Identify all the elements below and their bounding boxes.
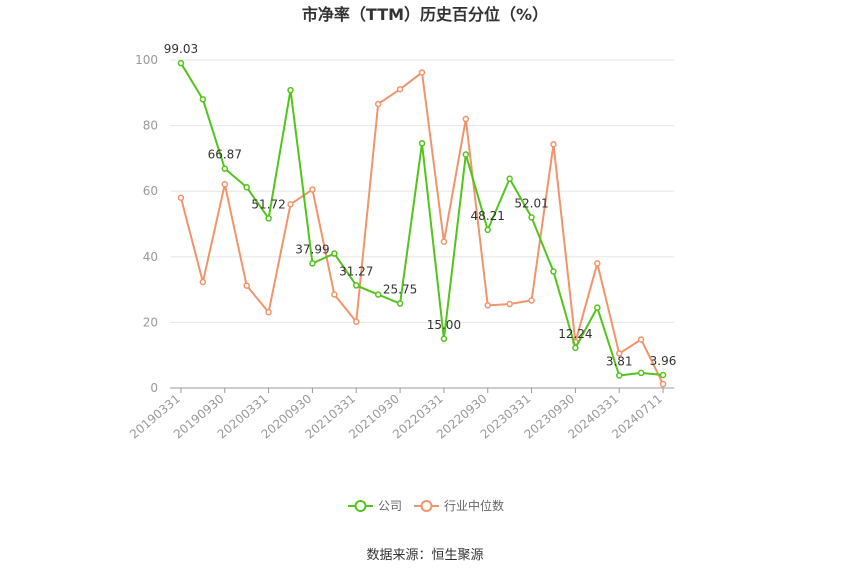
data-point — [265, 308, 272, 316]
data-point — [572, 344, 579, 352]
data-point — [309, 186, 316, 193]
data-point — [265, 215, 272, 222]
data-point — [221, 181, 229, 188]
y-tick-label: 0 — [150, 381, 158, 395]
chart-title: 市净率（TTM）历史百分位（%） — [302, 5, 548, 24]
y-tick-label: 60 — [143, 184, 158, 198]
data-label: 3.81 — [606, 355, 633, 369]
data-point — [462, 115, 470, 123]
legend-marker — [420, 500, 433, 512]
data-point — [353, 282, 360, 289]
data-point — [287, 86, 294, 94]
data-point — [374, 291, 382, 298]
data-point — [462, 151, 470, 158]
data-point — [506, 175, 513, 182]
legend-item-1[interactable]: 行业中位数 — [414, 498, 504, 513]
data-point — [550, 141, 557, 148]
data-point — [396, 85, 404, 93]
y-tick-label: 20 — [143, 315, 158, 329]
data-point — [615, 350, 623, 357]
data-label: 51.72 — [251, 197, 285, 211]
data-point — [440, 335, 448, 343]
data-point — [353, 318, 360, 325]
data-point — [506, 300, 513, 308]
legend-label: 公司 — [378, 499, 402, 513]
x-axis: 2019033120190930202003312020093020210331… — [127, 387, 674, 442]
data-label: 52.01 — [514, 196, 548, 210]
data-point — [374, 100, 382, 108]
data-point — [484, 302, 491, 309]
data-point — [331, 291, 338, 298]
data-label: 12.24 — [558, 327, 592, 341]
data-labels: 99.03 66.87 51.72 37.99 31.27 25.75 15.00 48.21… — [164, 42, 677, 368]
data-point — [243, 184, 250, 191]
legend-marker — [354, 500, 367, 512]
data-point — [309, 260, 316, 267]
legend[interactable]: 公司 行业中位数 — [348, 498, 504, 513]
data-point — [637, 369, 645, 377]
data-point — [331, 250, 338, 257]
data-point — [418, 140, 426, 147]
y-tick-label: 80 — [143, 119, 158, 133]
data-point — [177, 59, 185, 67]
data-point — [418, 69, 426, 76]
data-point — [199, 96, 207, 103]
data-point — [659, 380, 667, 388]
data-point — [396, 300, 404, 307]
data-point — [594, 304, 601, 311]
data-point — [637, 336, 645, 343]
y-tick-label: 40 — [143, 250, 158, 264]
y-axis: 0 20 40 60 80 100 — [135, 53, 158, 395]
data-point — [615, 372, 623, 379]
data-point — [528, 297, 535, 304]
data-point — [659, 371, 667, 379]
data-label: 66.87 — [208, 148, 242, 162]
data-point — [440, 238, 448, 245]
data-point — [243, 282, 250, 289]
legend-item-0[interactable]: 公司 — [348, 499, 402, 513]
data-label: 31.27 — [339, 264, 373, 278]
data-point — [287, 201, 294, 208]
data-point — [594, 260, 601, 267]
source-note: 数据来源：恒生聚源 — [366, 548, 483, 563]
y-tick-label: 100 — [135, 53, 158, 67]
data-label: 3.96 — [650, 354, 677, 368]
data-label: 48.21 — [471, 209, 505, 223]
data-label: 25.75 — [383, 283, 417, 297]
data-point — [177, 194, 185, 202]
data-point — [528, 214, 535, 221]
data-point — [550, 268, 557, 275]
data-label: 99.03 — [164, 42, 198, 56]
data-label: 15.00 — [427, 318, 461, 332]
data-point — [221, 165, 229, 172]
series-layer — [177, 59, 667, 388]
data-label: 37.99 — [295, 242, 329, 256]
legend-label: 行业中位数 — [444, 498, 504, 513]
data-point — [199, 278, 207, 286]
data-point — [484, 226, 491, 234]
